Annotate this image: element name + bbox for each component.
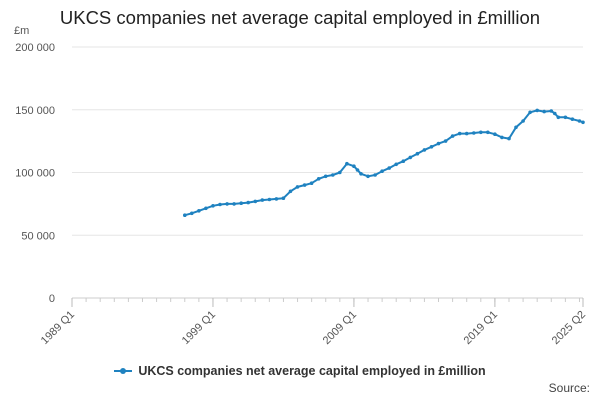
data-point[interactable] xyxy=(415,151,420,156)
x-tick-label: 1989 Q1 xyxy=(39,309,77,347)
data-point[interactable] xyxy=(570,117,575,121)
data-point[interactable] xyxy=(581,120,585,125)
y-tick-label: 0 xyxy=(49,293,55,305)
data-point[interactable] xyxy=(401,159,406,163)
data-point[interactable] xyxy=(352,164,356,168)
source-label: Source: xyxy=(548,381,590,395)
data-point[interactable] xyxy=(373,173,377,177)
data-point[interactable] xyxy=(359,172,363,176)
legend-item[interactable]: UKCS companies net average capital emplo… xyxy=(114,364,486,378)
data-point[interactable] xyxy=(253,199,258,204)
data-point[interactable] xyxy=(218,202,222,207)
data-point[interactable] xyxy=(429,145,434,149)
data-point[interactable] xyxy=(302,183,307,187)
y-axis-ticks: 0 50 000 100 000 150 000 200 000 xyxy=(15,42,55,305)
x-tick-label: 1999 Q1 xyxy=(180,309,218,347)
data-point[interactable] xyxy=(380,169,384,173)
data-point[interactable] xyxy=(422,148,427,152)
data-point[interactable] xyxy=(493,132,497,136)
data-point[interactable] xyxy=(464,131,469,136)
data-point[interactable] xyxy=(345,161,349,166)
data-point[interactable] xyxy=(394,162,399,167)
chart-title: UKCS companies net average capital emplo… xyxy=(59,7,541,28)
series-layer xyxy=(183,108,585,217)
data-point[interactable] xyxy=(190,211,194,216)
data-point[interactable] xyxy=(355,168,360,172)
data-point[interactable] xyxy=(246,200,250,205)
series-line xyxy=(183,109,584,217)
data-point[interactable] xyxy=(225,202,229,206)
data-point[interactable] xyxy=(316,177,321,181)
data-point[interactable] xyxy=(472,131,476,135)
data-point[interactable] xyxy=(553,111,557,116)
data-point[interactable] xyxy=(450,134,455,138)
data-point[interactable] xyxy=(309,181,314,185)
grid-lines xyxy=(72,46,583,299)
data-point[interactable] xyxy=(514,125,518,130)
legend-line-marker-icon xyxy=(114,366,133,376)
x-tick-label: 2019 Q1 xyxy=(462,309,500,347)
data-point[interactable] xyxy=(295,185,300,189)
data-point[interactable] xyxy=(556,115,561,120)
legend-label: UKCS companies net average capital emplo… xyxy=(138,364,486,378)
data-point[interactable] xyxy=(183,213,187,217)
y-axis-unit-label: £m xyxy=(14,25,30,37)
data-point[interactable] xyxy=(232,202,236,206)
data-point[interactable] xyxy=(267,197,272,202)
x-axis: 1989 Q1 1999 Q1 2009 Q1 2019 Q1 2025 Q2 xyxy=(39,297,588,347)
data-point[interactable] xyxy=(457,131,462,136)
data-point[interactable] xyxy=(211,204,215,208)
legend: UKCS companies net average capital emplo… xyxy=(0,364,600,379)
data-point[interactable] xyxy=(260,198,265,202)
data-point[interactable] xyxy=(535,108,539,113)
data-point[interactable] xyxy=(542,109,546,114)
data-point[interactable] xyxy=(577,119,582,123)
y-tick-label: 50 000 xyxy=(21,230,55,242)
data-point[interactable] xyxy=(281,196,286,200)
data-point[interactable] xyxy=(549,109,554,113)
data-point[interactable] xyxy=(204,206,208,211)
data-point[interactable] xyxy=(486,130,490,135)
data-point[interactable] xyxy=(387,166,392,170)
data-point[interactable] xyxy=(521,119,525,123)
data-point[interactable] xyxy=(239,201,243,205)
y-tick-label: 150 000 xyxy=(15,105,55,117)
data-point[interactable] xyxy=(331,173,335,177)
data-point[interactable] xyxy=(366,174,370,179)
y-tick-label: 200 000 xyxy=(15,42,55,54)
data-point[interactable] xyxy=(528,110,532,115)
data-point[interactable] xyxy=(408,155,413,160)
x-tick-label: 2025 Q2 xyxy=(550,309,588,347)
data-point[interactable] xyxy=(274,197,279,201)
data-point[interactable] xyxy=(479,130,483,135)
data-point[interactable] xyxy=(197,209,201,213)
data-point[interactable] xyxy=(500,135,504,140)
data-point[interactable] xyxy=(338,170,342,175)
data-point[interactable] xyxy=(288,189,293,194)
data-point[interactable] xyxy=(323,174,328,179)
data-point[interactable] xyxy=(563,115,568,120)
y-tick-label: 100 000 xyxy=(15,168,55,180)
data-point[interactable] xyxy=(436,141,441,146)
data-point[interactable] xyxy=(507,136,511,141)
data-point[interactable] xyxy=(443,139,448,143)
x-tick-label: 2009 Q1 xyxy=(321,309,359,347)
